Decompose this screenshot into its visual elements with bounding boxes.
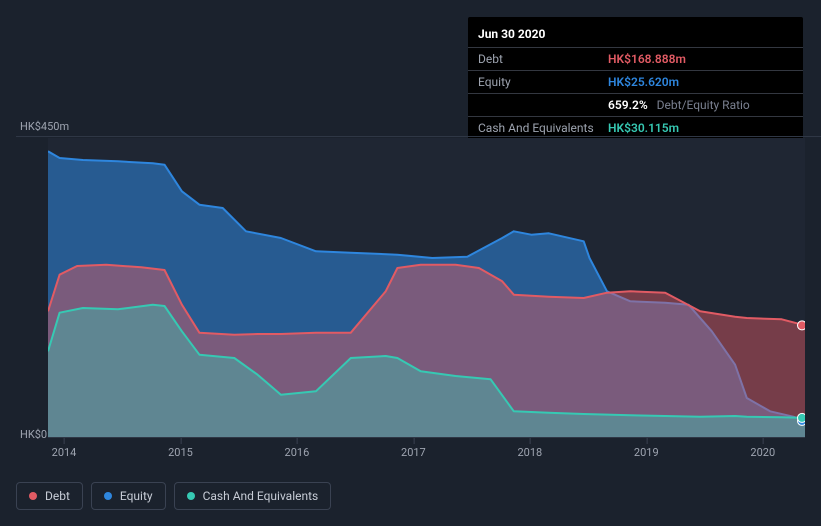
- gridline-zero: [48, 437, 805, 438]
- x-tick: 2016: [285, 446, 310, 459]
- legend-item-equity[interactable]: Equity: [91, 482, 166, 510]
- legend-label: Cash And Equivalents: [203, 489, 319, 503]
- equity-color-dot: [104, 492, 112, 500]
- x-tick: 2014: [52, 446, 77, 459]
- chart-area: HK$450m HK$0 201420152016201720182019202…: [16, 120, 805, 438]
- gridline-top: [16, 136, 821, 137]
- area-series-svg: [48, 138, 805, 438]
- legend-item-debt[interactable]: Debt: [16, 482, 83, 510]
- legend-item-cash[interactable]: Cash And Equivalents: [174, 482, 332, 510]
- x-tick: 2020: [750, 446, 775, 459]
- chart-plot[interactable]: [48, 138, 805, 438]
- x-tick: 2018: [517, 446, 542, 459]
- tooltip-value-equity: HK$25.620m: [608, 75, 679, 89]
- x-tick: 2017: [401, 446, 426, 459]
- x-tick: 2019: [634, 446, 659, 459]
- tooltip-value-debt: HK$168.888m: [608, 52, 686, 66]
- legend-label: Debt: [45, 489, 70, 503]
- tooltip-label-equity: Equity: [478, 75, 608, 89]
- tooltip-date: Jun 30 2020: [468, 25, 803, 47]
- y-axis-top-label: HK$450m: [20, 120, 69, 133]
- tooltip-row-equity: Equity HK$25.620m: [468, 70, 803, 93]
- tooltip-label-ratio: [478, 98, 608, 112]
- chart-legend: Debt Equity Cash And Equivalents: [16, 482, 331, 510]
- tooltip-ratio-pct: 659.2%: [608, 98, 648, 112]
- tooltip-row-ratio: 659.2% Debt/Equity Ratio: [468, 93, 803, 116]
- x-tick: 2015: [168, 446, 193, 459]
- tooltip-label-debt: Debt: [478, 52, 608, 66]
- tooltip-ratio-label: Debt/Equity Ratio: [657, 98, 750, 112]
- debt-color-dot: [29, 492, 37, 500]
- legend-label: Equity: [120, 489, 153, 503]
- y-axis-bottom-label: HK$0: [20, 428, 47, 441]
- tooltip-row-debt: Debt HK$168.888m: [468, 47, 803, 70]
- cash-color-dot: [187, 492, 195, 500]
